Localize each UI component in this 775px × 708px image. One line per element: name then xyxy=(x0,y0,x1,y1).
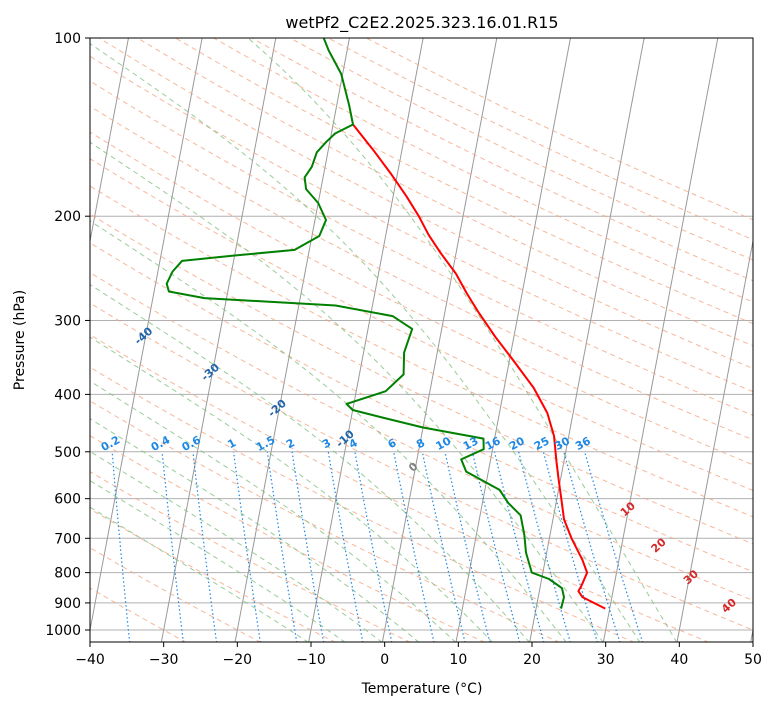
moist-adiabat-line xyxy=(90,141,604,642)
y-tick-label: 600 xyxy=(54,492,81,508)
isotherm-line xyxy=(455,38,571,642)
mixing-ratio-label: 13 xyxy=(461,434,481,453)
x-tick-label: 20 xyxy=(523,652,541,668)
dry-adiabat-line xyxy=(90,242,753,573)
x-tick-label: −30 xyxy=(149,652,179,668)
isotherm-label: -50 xyxy=(66,285,90,308)
moist-adiabat-line xyxy=(90,284,530,642)
x-tick-label: 50 xyxy=(744,652,762,668)
y-tick-label: 1000 xyxy=(45,623,81,639)
isotherm-line xyxy=(381,38,498,642)
dry-adiabat-line xyxy=(90,366,635,642)
moist-adiabats xyxy=(90,38,678,642)
mixing-ratio-line xyxy=(493,451,545,642)
y-tick-label: 400 xyxy=(54,387,81,403)
y-tick-label: 500 xyxy=(54,445,81,461)
moist-adiabat-line xyxy=(90,336,494,642)
moist-adiabat-line xyxy=(90,43,641,642)
dry-adiabats xyxy=(90,38,753,642)
moist-adiabat-line xyxy=(90,380,457,642)
sounding-series xyxy=(165,38,606,610)
x-tick-label: 10 xyxy=(449,652,467,668)
moist-adiabat-line xyxy=(247,38,678,642)
chart-title: wetPf2_C2E2.2025.323.16.01.R15 xyxy=(285,13,558,33)
mixing-ratio-line xyxy=(393,451,435,642)
isotherms xyxy=(90,38,753,642)
mixing-ratio-line xyxy=(266,451,298,642)
dry-adiabat-line xyxy=(90,131,753,466)
dry-adiabat-line xyxy=(90,400,561,642)
mixing-ratio-label: 20 xyxy=(507,434,527,453)
dry-adiabat-line xyxy=(137,38,753,347)
isotherm-line xyxy=(90,38,203,633)
moist-adiabat-line xyxy=(90,480,346,642)
isotherm-line xyxy=(90,38,129,244)
x-tick-label: 40 xyxy=(670,652,688,668)
isotherm-line xyxy=(602,38,719,642)
mixing-ratio-label: 10 xyxy=(434,434,454,453)
pressure-grid xyxy=(90,38,753,631)
mixing-ratio-line xyxy=(444,451,491,642)
y-axis: 100 200 300 400 500 600 700 800 900 1000 xyxy=(45,31,90,639)
dry-adiabat-line xyxy=(90,435,486,642)
dry-adiabat-line xyxy=(90,55,753,393)
x-axis-title: Temperature (°C) xyxy=(361,681,483,697)
isotherm-line xyxy=(676,238,753,642)
mixing-ratio-line xyxy=(518,451,571,642)
mixing-ratio-lines xyxy=(111,451,644,642)
mixing-ratio-line xyxy=(421,451,466,642)
y-tick-label: 800 xyxy=(54,566,81,582)
plot-background xyxy=(90,38,753,642)
x-tick-label: −40 xyxy=(75,652,105,668)
dry-adiabat-line xyxy=(90,508,336,642)
y-tick-label: 900 xyxy=(54,596,81,612)
mixing-ratio-line xyxy=(192,451,218,642)
x-tick-label: −20 xyxy=(223,652,253,668)
mixing-ratio-label: 25 xyxy=(532,434,552,453)
dry-adiabat-line xyxy=(90,80,753,416)
moist-adiabat-line xyxy=(90,418,420,642)
y-tick-label: 200 xyxy=(54,209,81,225)
isotherm-label: -60 xyxy=(1,236,25,259)
y-axis-title: Pressure (hPa) xyxy=(12,290,28,390)
plot-frame xyxy=(89,37,754,643)
dry-adiabat-line xyxy=(90,185,753,518)
x-axis: −40 −30 −20 −10 0 10 20 30 40 50 xyxy=(75,642,762,668)
isotherm-line xyxy=(750,627,753,642)
dry-adiabat-line xyxy=(213,38,753,303)
moist-adiabat-line xyxy=(90,450,383,642)
dry-adiabat-line xyxy=(90,213,753,545)
y-tick-label: 300 xyxy=(54,313,81,329)
mixing-ratio-label: 36 xyxy=(573,434,593,453)
x-tick-label: 0 xyxy=(380,652,389,668)
mixing-ratio-line xyxy=(161,451,184,642)
mixing-ratio-label: 16 xyxy=(483,434,503,453)
x-tick-label: 30 xyxy=(597,652,615,668)
mixing-ratio-label: 30 xyxy=(552,434,572,453)
mixing-ratio-line xyxy=(471,451,521,642)
y-tick-label: 100 xyxy=(54,31,81,47)
dry-adiabat-line xyxy=(90,587,187,642)
mixing-ratio-line xyxy=(233,451,261,642)
dewpoint-profile-line xyxy=(165,38,565,609)
y-tick-label: 700 xyxy=(54,531,81,547)
mixing-ratio-line xyxy=(111,451,131,642)
dry-adiabat-line xyxy=(90,471,411,642)
dry-adiabat-line xyxy=(90,302,753,631)
x-tick-label: −10 xyxy=(296,652,326,668)
mixing-ratio-line xyxy=(584,451,644,642)
mixing-ratio-line xyxy=(563,451,621,642)
mixing-ratio-line xyxy=(542,451,598,642)
isotherm-line xyxy=(160,38,277,642)
temperature-profile-line xyxy=(352,123,606,610)
